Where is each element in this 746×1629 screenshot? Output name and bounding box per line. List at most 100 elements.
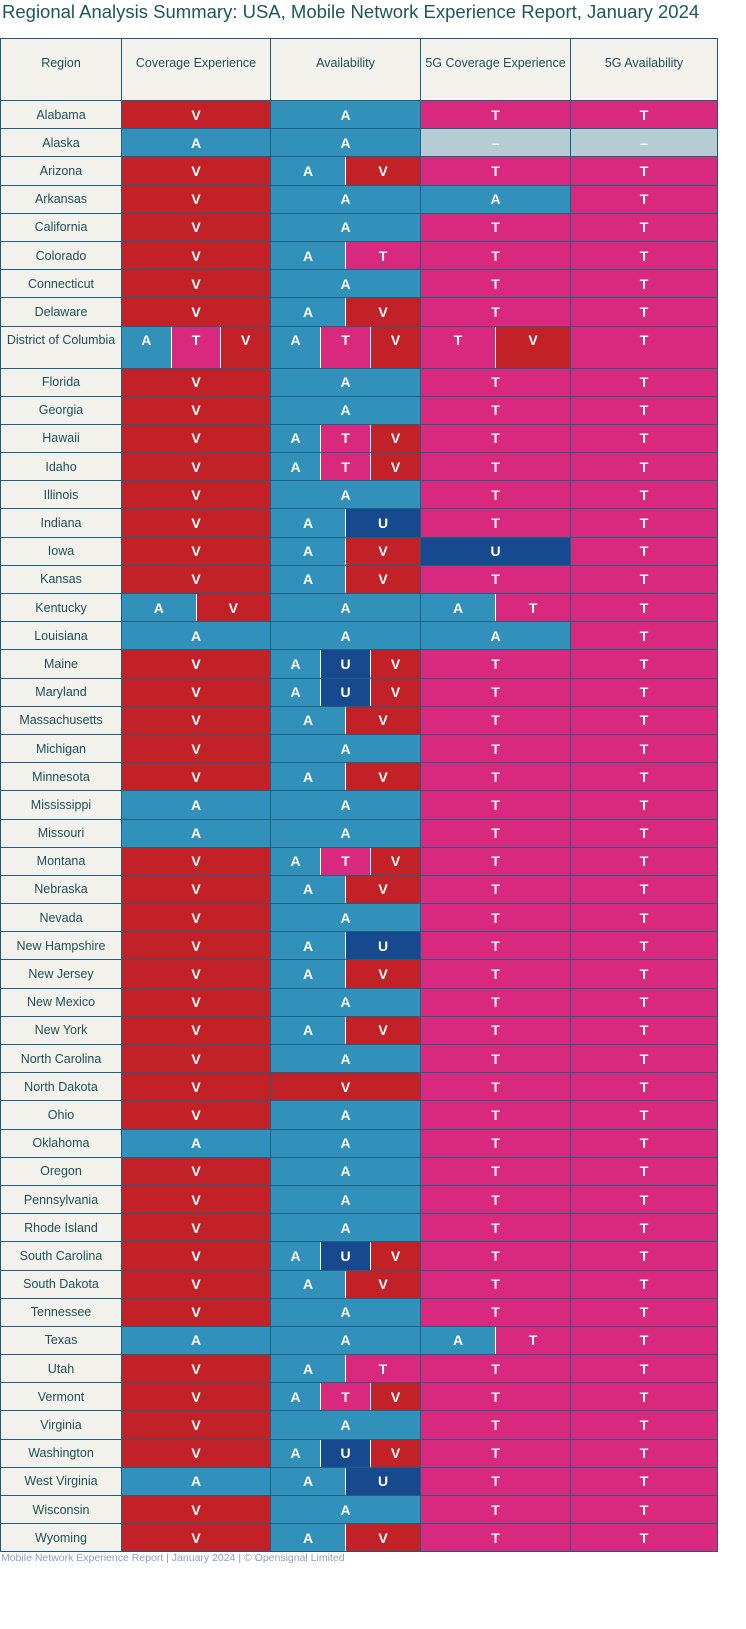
5g-coverage-experience-cell: T [420, 1016, 570, 1044]
region-name: Wyoming [1, 1524, 121, 1552]
coverage-experience-cell: V [121, 1101, 270, 1129]
operator-badge: T [421, 213, 570, 241]
operator-badge: T [571, 298, 717, 326]
region-name: North Dakota [1, 1073, 121, 1101]
table-row: Pennsylvania V A T T [1, 1184, 717, 1214]
table-row: Illinois V A T T [1, 480, 717, 509]
availability-cell: A [270, 1129, 420, 1157]
availability-cell: V [270, 1073, 420, 1101]
operator-badge: T [571, 904, 717, 932]
operator-badge: A [421, 622, 570, 650]
coverage-experience-cell: V [121, 678, 270, 706]
operator-badge: T [495, 594, 570, 622]
table-row: Ohio V A T T [1, 1100, 717, 1129]
operator-badge: T [571, 1185, 717, 1214]
region-name: Hawaii [1, 424, 121, 453]
operator-badge: A [271, 1439, 320, 1467]
operator-badge: U [345, 932, 420, 960]
operator-badge: A [122, 1467, 270, 1495]
operator-badge: V [370, 1383, 420, 1411]
operator-badge: V [122, 734, 270, 763]
coverage-experience-cell: V [121, 650, 270, 678]
table-row: Texas A A A T T [1, 1325, 717, 1355]
5g-availability-cell: T [570, 1326, 717, 1355]
operator-badge: T [421, 1101, 570, 1129]
region-name: Iowa [1, 537, 121, 565]
operator-badge: T [320, 1383, 370, 1411]
regional-analysis-table: Region Coverage Experience Availability … [0, 38, 718, 1553]
operator-badge: T [571, 1101, 717, 1129]
5g-availability-cell: T [570, 565, 717, 593]
operator-badge: A [122, 791, 270, 819]
operator-badge: T [571, 960, 717, 988]
operator-badge: V [345, 298, 420, 326]
coverage-experience-cell: V [121, 396, 270, 424]
operator-badge: V [271, 1073, 420, 1101]
operator-badge: U [320, 1242, 370, 1270]
5g-coverage-experience-cell: T [420, 875, 570, 904]
operator-badge: T [571, 1496, 717, 1524]
table-row: Tennessee V A T T [1, 1297, 717, 1326]
5g-availability-cell: T [570, 1045, 717, 1073]
operator-badge: T [421, 509, 570, 537]
coverage-experience-cell: V [121, 1439, 270, 1467]
operator-badge: T [571, 368, 717, 396]
operator-badge: T [421, 1355, 570, 1383]
operator-badge: A [271, 1016, 345, 1044]
coverage-experience-cell: A [121, 129, 270, 157]
region-name: South Carolina [1, 1242, 121, 1270]
operator-badge: V [122, 537, 270, 565]
operator-badge: T [421, 988, 570, 1016]
operator-badge: V [122, 1411, 270, 1439]
coverage-experience-cell: V [121, 960, 270, 988]
coverage-experience-cell: V [121, 368, 270, 396]
5g-availability-cell: T [570, 1214, 717, 1242]
5g-coverage-experience-cell: T [420, 1439, 570, 1467]
operator-badge: T [421, 1383, 570, 1411]
table-row: North Dakota V V T T [1, 1072, 717, 1101]
5g-availability-cell: T [570, 453, 717, 481]
operator-badge: T [421, 1439, 570, 1467]
operator-badge: V [370, 326, 420, 368]
5g-coverage-experience-cell: T [420, 213, 570, 241]
region-name: Utah [1, 1355, 121, 1383]
region-name: Maine [1, 650, 121, 678]
operator-badge: V [370, 424, 420, 453]
table-row: Vermont V A T V T T [1, 1382, 717, 1411]
5g-availability-cell: T [570, 791, 717, 819]
operator-badge: T [571, 875, 717, 904]
header-5g-coverage-experience: 5G Coverage Experience [420, 39, 570, 100]
operator-badge: A [271, 481, 420, 509]
operator-badge: T [571, 622, 717, 650]
operator-badge: A [271, 1467, 345, 1495]
operator-badge: A [271, 129, 420, 157]
5g-availability-cell: T [570, 594, 717, 622]
operator-badge: T [571, 706, 717, 734]
operator-badge: A [271, 1214, 420, 1242]
coverage-experience-cell: V [121, 509, 270, 537]
region-name: New Hampshire [1, 932, 121, 960]
header-region: Region [41, 55, 81, 70]
region-name: Oregon [1, 1157, 121, 1185]
operator-badge: A [122, 326, 171, 368]
5g-availability-cell: T [570, 1439, 717, 1467]
coverage-experience-cell: A [121, 1129, 270, 1157]
operator-badge: – [571, 129, 717, 157]
operator-badge: V [345, 875, 420, 904]
region-name: Arizona [1, 157, 121, 185]
region-name: Alabama [1, 101, 121, 129]
operator-badge: V [122, 1524, 270, 1552]
operator-badge: A [271, 791, 420, 819]
operator-badge: T [421, 1298, 570, 1326]
region-name: District of Columbia [1, 326, 121, 368]
operator-badge: A [271, 678, 320, 706]
table-row: Washington V A U V T T [1, 1438, 717, 1467]
operator-badge: U [345, 509, 420, 537]
operator-badge: V [345, 1016, 420, 1044]
region-name: Colorado [1, 241, 121, 270]
coverage-experience-cell: V [121, 481, 270, 509]
table-row: West Virginia A A U T T [1, 1466, 717, 1495]
availability-cell: A [270, 481, 420, 509]
